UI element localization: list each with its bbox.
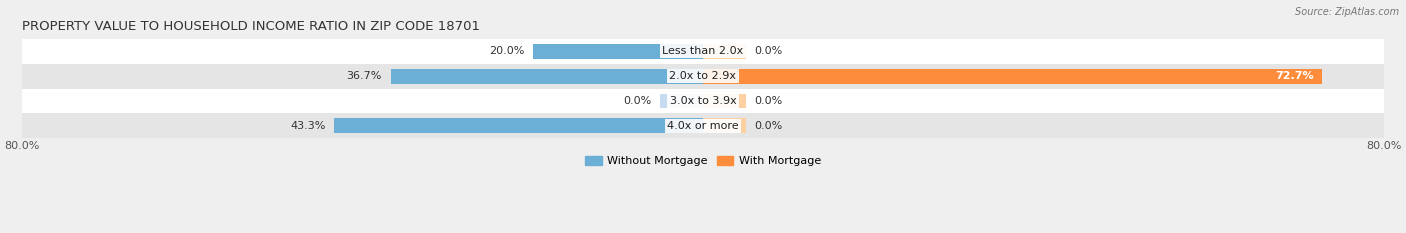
Bar <box>703 93 745 108</box>
Bar <box>703 118 745 133</box>
Bar <box>335 118 703 133</box>
Text: Less than 2.0x: Less than 2.0x <box>662 46 744 56</box>
Text: 72.7%: 72.7% <box>1275 71 1313 81</box>
Text: PROPERTY VALUE TO HOUSEHOLD INCOME RATIO IN ZIP CODE 18701: PROPERTY VALUE TO HOUSEHOLD INCOME RATIO… <box>22 21 479 34</box>
Bar <box>661 93 703 108</box>
Bar <box>391 69 703 84</box>
Text: 0.0%: 0.0% <box>624 96 652 106</box>
Bar <box>22 64 1384 89</box>
Text: 0.0%: 0.0% <box>754 121 782 131</box>
Text: 36.7%: 36.7% <box>347 71 382 81</box>
Bar <box>22 89 1384 113</box>
Bar <box>22 39 1384 64</box>
Bar <box>703 69 1322 84</box>
Text: Source: ZipAtlas.com: Source: ZipAtlas.com <box>1295 7 1399 17</box>
Bar <box>533 44 703 59</box>
Text: 4.0x or more: 4.0x or more <box>668 121 738 131</box>
Bar <box>22 113 1384 138</box>
Text: 20.0%: 20.0% <box>489 46 524 56</box>
Text: 0.0%: 0.0% <box>754 96 782 106</box>
Text: 0.0%: 0.0% <box>754 46 782 56</box>
Text: 43.3%: 43.3% <box>291 121 326 131</box>
Legend: Without Mortgage, With Mortgage: Without Mortgage, With Mortgage <box>581 151 825 171</box>
Text: 3.0x to 3.9x: 3.0x to 3.9x <box>669 96 737 106</box>
Bar <box>703 44 745 59</box>
Text: 2.0x to 2.9x: 2.0x to 2.9x <box>669 71 737 81</box>
